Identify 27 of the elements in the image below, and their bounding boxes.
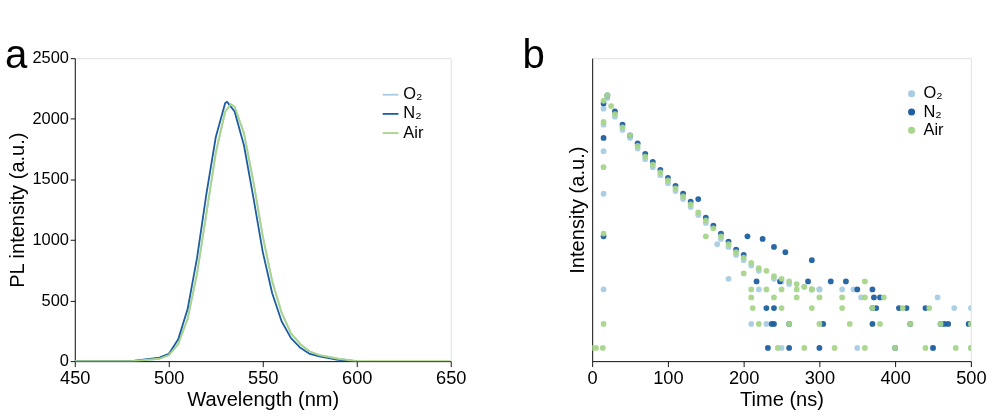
x-tick-label: 550 <box>248 366 279 388</box>
y-axis-title: PL intensity (a.u.) <box>6 132 29 288</box>
x-tick-label: 200 <box>728 366 760 388</box>
legend-label: O₂ <box>923 83 943 102</box>
x-tick-label: 100 <box>653 366 684 388</box>
y-tick-label: 2000 <box>32 108 69 127</box>
y-tick-label: 1500 <box>32 169 69 188</box>
legend-label: O₂ <box>403 84 423 103</box>
x-tick-label: 300 <box>804 366 836 388</box>
legend-label: Air <box>403 122 424 141</box>
x-tick-label: 500 <box>154 366 185 388</box>
x-tick-label: 500 <box>956 366 987 388</box>
y-tick-label: 500 <box>41 290 69 309</box>
x-axis-title: Wavelength (nm) <box>187 388 340 411</box>
x-axis-title: Time (ns) <box>740 388 824 411</box>
text: a <box>5 32 29 78</box>
x-tick-label: 600 <box>342 366 373 388</box>
legend-label: N₂ <box>403 103 422 122</box>
y-tick-label: 2500 <box>32 48 69 67</box>
x-tick-label: 0 <box>587 366 598 388</box>
text: b <box>522 32 545 78</box>
y-tick-label: 1000 <box>32 230 69 249</box>
x-tick-label: 650 <box>436 366 467 388</box>
legend-label: Air <box>923 119 945 138</box>
y-axis-title: Intensity (a.u.) <box>566 146 589 274</box>
x-tick-label: 400 <box>880 366 911 388</box>
legend-label: N₂ <box>923 101 942 120</box>
